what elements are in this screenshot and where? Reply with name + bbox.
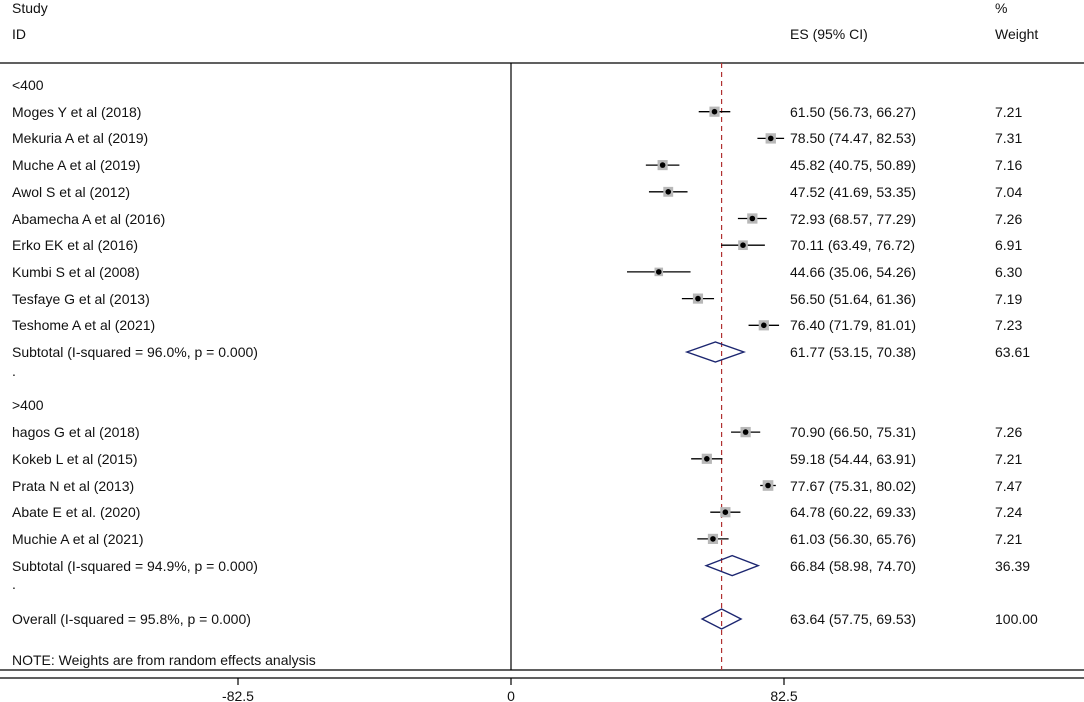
subtotal-ci: 61.77 (53.15, 70.38): [790, 344, 917, 360]
study-ci: 45.82 (40.75, 50.89): [790, 157, 917, 174]
weight-header: Weight: [995, 26, 1039, 42]
study-weight: 7.24: [995, 504, 1023, 521]
id-header: ID: [12, 26, 26, 42]
study-weight: 7.23: [995, 317, 1023, 334]
study-ci: 77.67 (75.31, 80.02): [790, 477, 917, 494]
study-weight: 7.19: [995, 290, 1023, 307]
study-ci: 70.90 (66.50, 75.31): [790, 424, 917, 441]
study-weight: 7.26: [995, 424, 1023, 441]
point-estimate: [665, 189, 672, 195]
point-estimate: [740, 242, 746, 248]
point-estimate: [711, 108, 718, 115]
study-id: Erko EK et al (2016): [12, 237, 139, 254]
study-ci: 64.78 (60.22, 69.33): [790, 504, 917, 521]
study-weight: 7.04: [995, 183, 1023, 200]
overall-diamond: [700, 608, 743, 630]
study-weight: 7.31: [995, 130, 1023, 147]
study-ci: 78.50 (74.47, 82.53): [790, 130, 917, 147]
study-ci: 76.40 (71.79, 81.01): [790, 317, 917, 334]
point-estimate: [659, 162, 666, 168]
study-ci: 47.52 (41.69, 53.35): [790, 183, 917, 200]
study-ci: 56.50 (51.64, 61.36): [790, 290, 917, 307]
study-weight: 7.21: [995, 103, 1023, 120]
point-estimate: [749, 215, 756, 222]
study-weight: 7.26: [995, 210, 1023, 227]
overall-label: Overall (I-squared = 95.8%, p = 0.000): [12, 611, 251, 627]
subtotal-weight: 36.39: [995, 557, 1031, 574]
study-weight: 6.30: [995, 263, 1023, 280]
study-id: Moges Y et al (2018): [12, 103, 142, 120]
study-weight: 7.21: [995, 530, 1023, 547]
study-id: Abate E et al. (2020): [12, 504, 141, 521]
weights-note: NOTE: Weights are from random effects an…: [12, 652, 316, 668]
subtotal-ci: 66.84 (58.98, 74.70): [790, 557, 917, 574]
subtotal-weight: 63.61: [995, 344, 1031, 360]
study-id: Mekuria A et al (2019): [12, 130, 149, 147]
spacer-dot: .: [12, 362, 16, 379]
study-id: Tesfaye G et al (2013): [12, 290, 150, 307]
subtotal-diamond: [684, 341, 747, 363]
point-estimate: [655, 269, 662, 275]
subtotal-diamond: [704, 554, 761, 577]
point-estimate: [695, 295, 701, 302]
x-tick-label: 0: [507, 688, 515, 702]
es-header: ES (95% CI): [790, 26, 868, 42]
point-estimate: [765, 482, 771, 489]
study-id: Muche A et al (2019): [12, 157, 141, 174]
study-id: Kokeb L et al (2015): [12, 450, 138, 467]
overall-weight: 100.00: [995, 611, 1038, 627]
study-id: Kumbi S et al (2008): [12, 263, 140, 280]
point-estimate: [704, 456, 710, 462]
study-weight: 7.21: [995, 450, 1023, 467]
group-label: <400: [12, 77, 44, 93]
study-id: Abamecha A et al (2016): [12, 210, 166, 227]
study-header: Study: [12, 0, 48, 16]
group-label: >400: [12, 397, 44, 414]
x-tick-label: -82.5: [222, 688, 254, 702]
study-id: Teshome A et al (2021): [12, 317, 156, 334]
overall-ci: 63.64 (57.75, 69.53): [790, 611, 917, 627]
study-id: Awol S et al (2012): [12, 183, 131, 200]
point-estimate: [722, 509, 729, 515]
percent-header: %: [995, 0, 1008, 16]
x-tick-label: 82.5: [770, 688, 797, 702]
study-weight: 6.91: [995, 237, 1023, 254]
study-ci: 61.50 (56.73, 66.27): [790, 103, 917, 120]
point-estimate: [767, 135, 774, 142]
study-id: Muchie A et al (2021): [12, 530, 144, 547]
study-ci: 70.11 (63.49, 76.72): [790, 237, 916, 254]
study-ci: 59.18 (54.44, 63.91): [790, 450, 917, 467]
subtotal-label: Subtotal (I-squared = 94.9%, p = 0.000): [12, 557, 258, 574]
study-weight: 7.16: [995, 157, 1023, 174]
spacer-dot: .: [12, 576, 16, 593]
study-ci: 61.03 (56.30, 65.76): [790, 530, 917, 547]
study-ci: 72.93 (68.57, 77.29): [790, 210, 917, 227]
study-id: Prata N et al (2013): [12, 477, 135, 494]
point-estimate: [710, 536, 716, 542]
subtotal-label: Subtotal (I-squared = 96.0%, p = 0.000): [12, 344, 258, 360]
point-estimate: [742, 429, 749, 435]
study-id: hagos G et al (2018): [12, 424, 140, 441]
point-estimate: [761, 322, 767, 329]
study-weight: 7.47: [995, 477, 1023, 494]
study-ci: 44.66 (35.06, 54.26): [790, 263, 917, 280]
